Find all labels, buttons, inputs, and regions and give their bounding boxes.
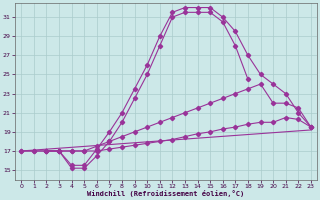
X-axis label: Windchill (Refroidissement éolien,°C): Windchill (Refroidissement éolien,°C) bbox=[87, 190, 245, 197]
